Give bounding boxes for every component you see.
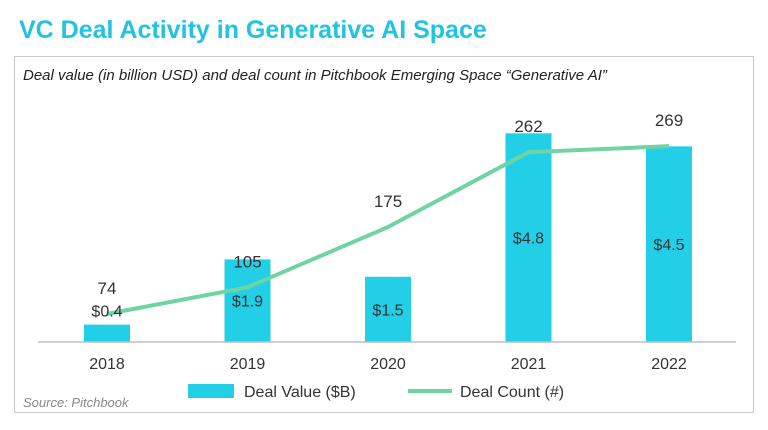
line-label-2022: 269 — [655, 111, 683, 130]
line-label-2021: 262 — [514, 117, 542, 136]
bar-2018 — [84, 324, 130, 342]
legend-label-deal-count: Deal Count (#) — [460, 384, 564, 401]
x-tick-2018: 2018 — [89, 356, 125, 373]
bar-2022 — [646, 146, 692, 342]
legend: Deal Value ($B) Deal Count (#) — [188, 384, 564, 401]
legend-label-deal-value: Deal Value ($B) — [244, 384, 356, 401]
chart-panel: Deal value (in billion USD) and deal cou… — [14, 56, 754, 413]
bar-label-2022: $4.5 — [653, 237, 684, 254]
bar-label-2019: $1.9 — [232, 294, 263, 311]
bar-label-2021: $4.8 — [513, 231, 544, 248]
x-tick-2020: 2020 — [370, 356, 406, 373]
labels-layer: $0.4 2018 $1.9 2019 $1.5 2020 $4.8 2021 $4.5 2022… — [89, 111, 687, 373]
source-note: Source: Pitchbook — [23, 395, 129, 410]
bar-2020 — [365, 276, 411, 342]
line-layer — [106, 144, 670, 316]
line-label-2020: 175 — [374, 192, 402, 211]
bar-2019 — [224, 259, 271, 342]
line-label-2018: 74 — [98, 279, 117, 298]
bar-label-2018: $0.4 — [91, 304, 122, 321]
bar-2021 — [505, 133, 552, 342]
x-tick-2022: 2022 — [651, 356, 687, 373]
line-label-2019: 105 — [233, 252, 261, 271]
bar-label-2020: $1.5 — [372, 302, 403, 319]
chart-subtitle: Deal value (in billion USD) and deal cou… — [23, 67, 607, 84]
x-tick-2021: 2021 — [511, 356, 547, 373]
legend-swatch-deal-value — [188, 384, 234, 398]
x-tick-2019: 2019 — [230, 356, 266, 373]
bars-layer — [84, 133, 692, 342]
page-title: VC Deal Activity in Generative AI Space — [19, 16, 487, 44]
